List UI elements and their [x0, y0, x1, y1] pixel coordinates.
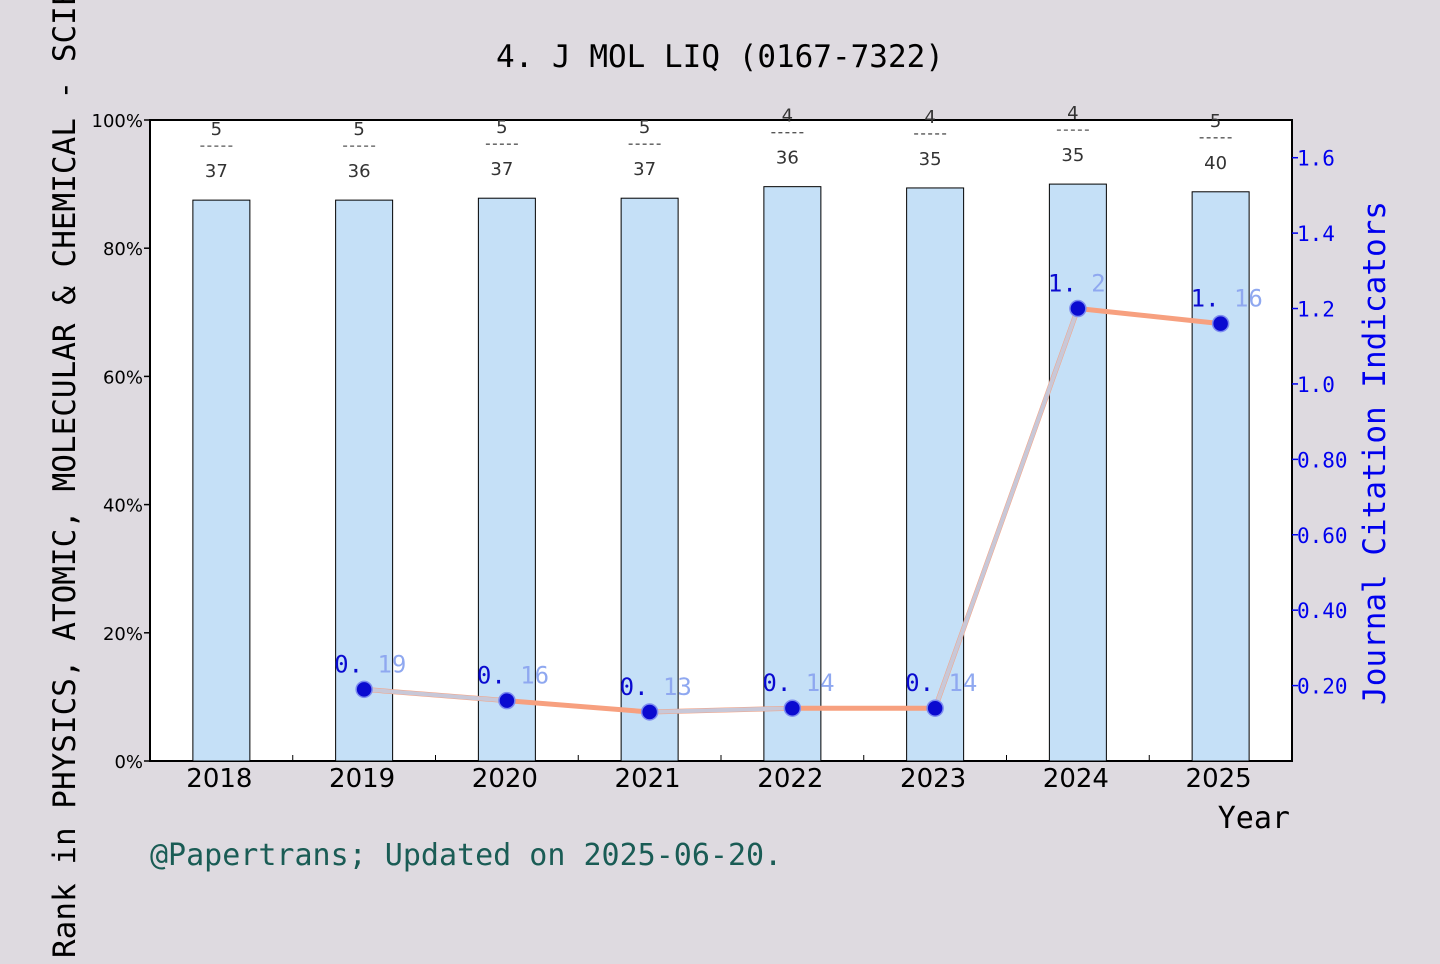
x-tick-label: 2023 — [900, 764, 966, 794]
plot-area — [149, 119, 1293, 762]
bar — [1191, 191, 1250, 762]
bar — [335, 199, 394, 762]
jci-value-label: 1. 16 — [1191, 285, 1263, 313]
x-tick-label: 2022 — [757, 764, 823, 794]
rank-numerator: 4 — [782, 106, 793, 127]
bar — [763, 186, 822, 762]
bar — [192, 199, 251, 762]
left-tick-label: 0% — [114, 752, 143, 773]
left-axis-label: Rank in PHYSICS, ATOMIC, MOLECULAR & CHE… — [47, 0, 83, 958]
rank-numerator: 5 — [1210, 111, 1221, 132]
rank-numerator: 5 — [639, 117, 650, 138]
rank-denominator: 35 — [1061, 145, 1084, 166]
x-tick-label: 2025 — [1186, 764, 1252, 794]
right-tick-label: 1.2 — [1297, 298, 1335, 322]
line-layer — [355, 299, 1230, 721]
chart-title: 4. J MOL LIQ (0167-7322) — [496, 39, 944, 75]
rank-denominator: 40 — [1204, 153, 1227, 174]
left-tick-label: 40% — [103, 496, 143, 517]
x-tick-label: 2021 — [615, 764, 681, 794]
left-tick-label: 60% — [103, 367, 143, 388]
rank-numerator: 5 — [353, 119, 364, 140]
jci-value-label: 0. 14 — [762, 669, 834, 697]
bar — [620, 197, 679, 762]
jci-point — [926, 699, 944, 717]
jci-value-label: 1. 2 — [1048, 270, 1106, 298]
jci-point — [783, 699, 802, 717]
x-tick-label: 2018 — [186, 764, 252, 794]
bar — [1048, 183, 1107, 762]
right-tick-label: 0.80 — [1297, 448, 1348, 472]
rank-numerator: 5 — [211, 119, 222, 140]
rank-numerator: 5 — [496, 117, 507, 138]
x-tick-label: 2024 — [1043, 764, 1109, 794]
jci-value-label: 0. 13 — [620, 673, 692, 701]
jci-point — [1211, 314, 1230, 333]
rank-numerator: 4 — [924, 107, 935, 128]
right-tick-label: 1.6 — [1297, 147, 1335, 171]
footer-credit: @Papertrans; Updated on 2025-06-20. — [150, 838, 782, 873]
right-axis-label: Journal Citation Indicators — [1357, 201, 1393, 705]
rank-denominator: 36 — [776, 148, 799, 169]
jci-point — [498, 691, 516, 710]
rank-denominator: 35 — [919, 149, 942, 170]
bar — [906, 187, 965, 762]
left-tick-label: 20% — [103, 624, 143, 645]
jci-value-label: 0. 16 — [477, 662, 549, 690]
rank-denominator: 37 — [490, 159, 513, 180]
right-tick-label: 1.0 — [1297, 373, 1335, 397]
x-tick-label: 2020 — [472, 764, 538, 794]
bar — [477, 197, 536, 762]
jci-line-overlay — [647, 706, 795, 714]
right-tick-label: 1.4 — [1297, 222, 1335, 246]
rank-numerator: 4 — [1067, 103, 1078, 124]
right-tick-label: 0.60 — [1297, 524, 1348, 548]
jci-point — [1069, 299, 1087, 318]
jci-value-label: 0. 19 — [334, 650, 406, 678]
right-tick-label: 0.40 — [1297, 599, 1348, 623]
labels-layer: 5 37 5 36 5 37 5 37 4 36 4 35 4 35 5 40 0. 19 0. 16 0. 13 0… — [200, 103, 1263, 701]
left-tick-label: 80% — [103, 239, 143, 260]
rank-denominator: 37 — [633, 159, 656, 180]
jci-value-label: 0. 14 — [905, 669, 977, 697]
left-tick-label: 100% — [92, 111, 143, 132]
jci-line-overlay — [362, 687, 509, 703]
jci-point — [640, 703, 659, 721]
bars-layer — [192, 183, 1250, 762]
jci-point — [355, 680, 373, 699]
x-axis-label: Year — [1218, 801, 1290, 836]
right-tick-label: 0.20 — [1297, 675, 1348, 699]
axis-layer: 0% 20% 40% 60% 80% 100% 0.20 0.40 0.60 0.80 1.0 1.2… — [92, 111, 1348, 794]
rank-denominator: 36 — [348, 161, 371, 182]
x-tick-label: 2019 — [329, 764, 395, 794]
jci-line-overlay — [933, 306, 1080, 711]
rank-denominator: 37 — [205, 161, 228, 182]
